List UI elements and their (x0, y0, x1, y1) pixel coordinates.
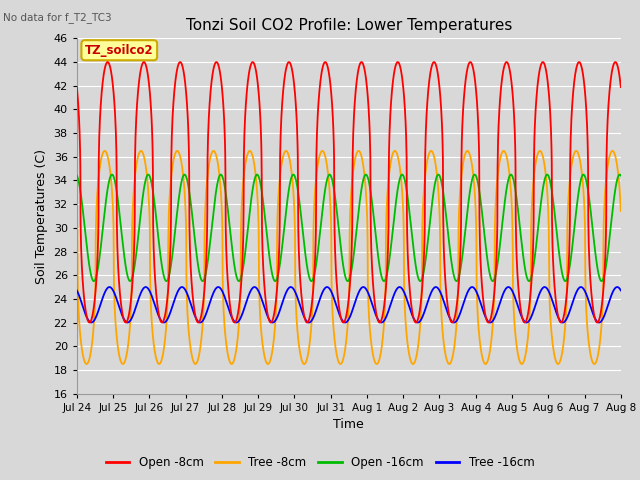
Text: No data for f_T2_TC3: No data for f_T2_TC3 (3, 12, 112, 23)
Title: Tonzi Soil CO2 Profile: Lower Temperatures: Tonzi Soil CO2 Profile: Lower Temperatur… (186, 18, 512, 33)
Y-axis label: Soil Temperatures (C): Soil Temperatures (C) (35, 148, 48, 284)
X-axis label: Time: Time (333, 418, 364, 431)
Legend: Open -8cm, Tree -8cm, Open -16cm, Tree -16cm: Open -8cm, Tree -8cm, Open -16cm, Tree -… (101, 452, 539, 474)
Text: TZ_soilco2: TZ_soilco2 (85, 44, 154, 57)
